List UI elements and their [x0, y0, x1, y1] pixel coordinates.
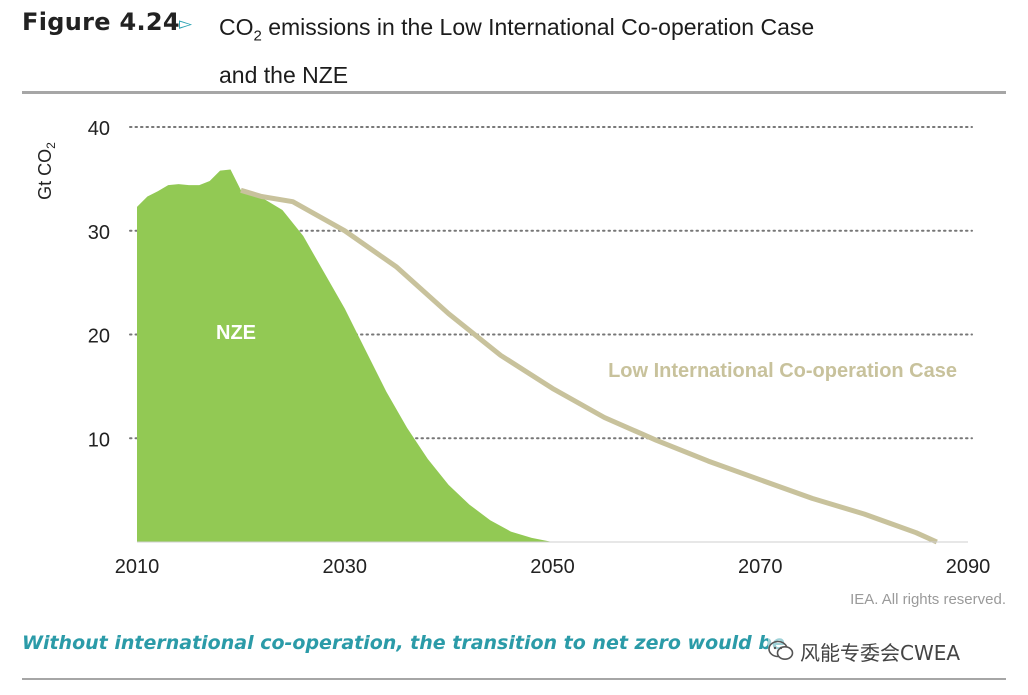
- y-tick-label-40: 40: [88, 118, 110, 140]
- figure-caption: Without international co-operation, the …: [22, 632, 785, 654]
- credit-text: IEA. All rights reserved.: [850, 591, 1006, 608]
- watermark-text: 风能专委会CWEA: [800, 640, 961, 665]
- x-tick-label-2090: 2090: [946, 556, 991, 578]
- title-line2: and the NZE: [219, 61, 349, 88]
- wechat-icon: [768, 640, 794, 660]
- figure-title: CO2 emissions in the Low International C…: [219, 8, 979, 94]
- nze-area: [137, 169, 553, 542]
- figure-arrow-icon: ▻: [179, 14, 193, 34]
- x-tick-label-2010: 2010: [115, 556, 160, 578]
- y-tick-label-20: 20: [88, 326, 110, 348]
- title-co: CO: [219, 14, 254, 40]
- y-axis-label: Gt CO2: [35, 142, 58, 200]
- y-tick-label-10: 10: [88, 429, 110, 451]
- watermark: 风能专委会CWEA: [768, 636, 1006, 666]
- y-tick-label-30: 30: [88, 222, 110, 244]
- x-tick-label-2030: 2030: [323, 556, 368, 578]
- title-rest: emissions in the Low International Co-op…: [261, 14, 815, 40]
- title-subscript: 2: [253, 27, 262, 45]
- x-tick-label-2050: 2050: [530, 556, 575, 578]
- lic-series-label: Low International Co-operation Case: [608, 360, 957, 382]
- top-divider: [22, 91, 1006, 94]
- x-tick-label-2070: 2070: [738, 556, 783, 578]
- lic-line: [240, 187, 938, 545]
- nze-series-label: NZE: [216, 322, 256, 344]
- bottom-divider: [22, 678, 1006, 680]
- figure-number: Figure 4.24: [22, 8, 180, 36]
